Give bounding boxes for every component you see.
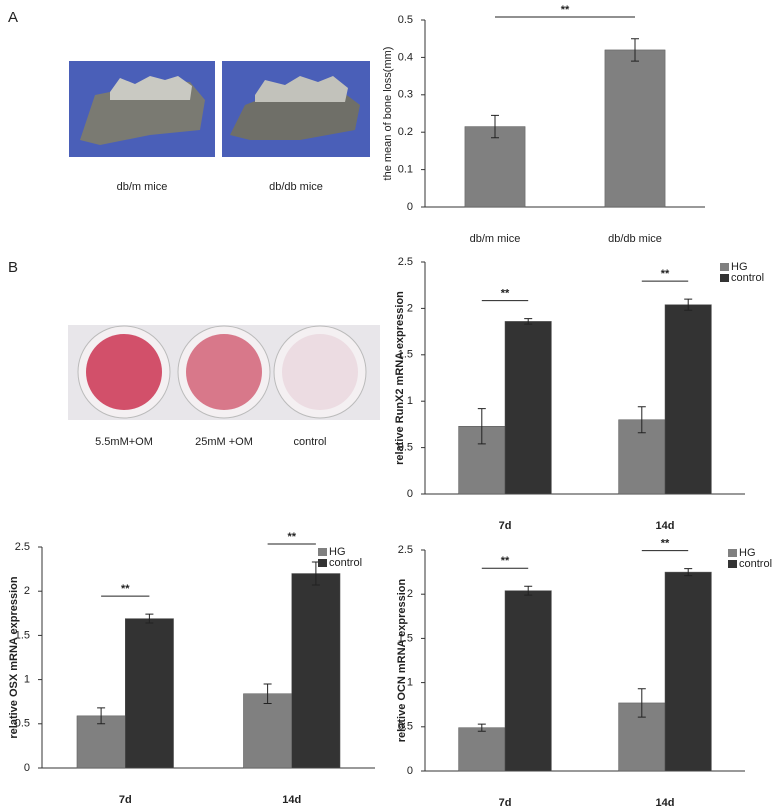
x-tick-label: 14d [656,797,675,808]
image-caption: 5.5mM+OM [95,436,153,448]
error-bar [684,298,693,311]
stain-image [68,325,380,420]
significance-label: ** [661,537,670,549]
error-bar [145,613,154,624]
y-tick-label: 2.5 [398,256,413,268]
y-tick-label: 0 [407,488,413,500]
error-bar [477,723,486,732]
significance-label: ** [501,555,510,567]
error-bar [631,38,639,62]
y-tick-label: 1.5 [398,632,413,644]
bar [291,573,341,769]
significance-label: ** [287,531,296,543]
legend-swatch [720,263,729,271]
error-bar [637,688,646,718]
y-tick-label: 0 [24,762,30,774]
y-tick-label: 1 [407,677,413,689]
bar [604,49,666,208]
y-axis-title: the mean of bone loss(mm) [382,47,394,181]
y-tick-label: 2.5 [398,544,413,556]
panel-label: B [8,259,18,276]
mice-image [69,61,370,157]
y-tick-label: 1 [407,395,413,407]
error-bar [684,568,693,577]
x-tick-label: 7d [499,520,512,532]
image-caption: db/db mice [269,181,323,193]
bar [504,321,552,495]
y-tick-label: 0.5 [398,14,413,26]
legend-label: control [731,272,764,284]
image-caption: db/m mice [117,181,168,193]
legend-swatch [728,549,737,557]
y-tick-label: 1.5 [398,349,413,361]
error-bar [524,585,533,596]
legend-label: HG [731,261,748,273]
y-axis-title: relative RunX2 mRNA expression [394,291,406,465]
y-tick-label: 0.1 [398,164,413,176]
significance-label: ** [561,4,570,16]
legend-swatch [318,548,327,556]
legend-swatch [720,274,729,282]
y-axis-title: relative OCN mRNA expression [396,579,408,743]
image-caption: control [293,436,326,448]
y-tick-label: 1 [24,674,30,686]
y-tick-label: 0.5 [398,721,413,733]
y-tick-label: 0.5 [15,718,30,730]
x-tick-label: db/m mice [470,233,521,245]
legend-label: control [739,558,772,570]
y-tick-label: 2 [24,585,30,597]
y-tick-label: 0.5 [398,442,413,454]
error-bar [97,707,106,725]
legend-swatch [728,560,737,568]
y-tick-label: 0.4 [398,51,413,63]
bar [504,590,552,772]
error-bar [524,318,533,325]
y-tick-label: 2 [407,588,413,600]
panel-label: A [8,9,18,26]
y-tick-label: 1.5 [15,629,30,641]
y-tick-label: 2 [407,302,413,314]
bar [664,304,712,495]
x-tick-label: 14d [656,520,675,532]
legend-label: HG [739,547,756,559]
bar [125,618,174,769]
y-tick-label: 0 [407,201,413,213]
image-caption: 25mM +OM [195,436,253,448]
error-bar [477,408,486,445]
significance-label: ** [501,288,510,300]
y-axis-title: relative OSX mRNA expression [8,576,20,738]
legend-label: HG [329,546,346,558]
bar [458,727,506,772]
x-tick-label: 7d [119,794,132,806]
x-tick-label: 7d [499,797,512,808]
bar [664,571,712,772]
bar [243,693,292,769]
y-tick-label: 2.5 [15,541,30,553]
error-bar [263,683,272,704]
y-tick-label: 0.2 [398,126,413,138]
y-tick-label: 0.3 [398,89,413,101]
y-tick-label: 0 [407,765,413,777]
x-tick-label: db/db mice [608,233,662,245]
bar [464,126,526,208]
legend-swatch [318,559,327,567]
x-tick-label: 14d [282,794,301,806]
legend-label: control [329,557,362,569]
significance-label: ** [661,268,670,280]
error-bar [637,406,646,434]
error-bar [491,114,499,139]
significance-label: ** [121,583,130,595]
